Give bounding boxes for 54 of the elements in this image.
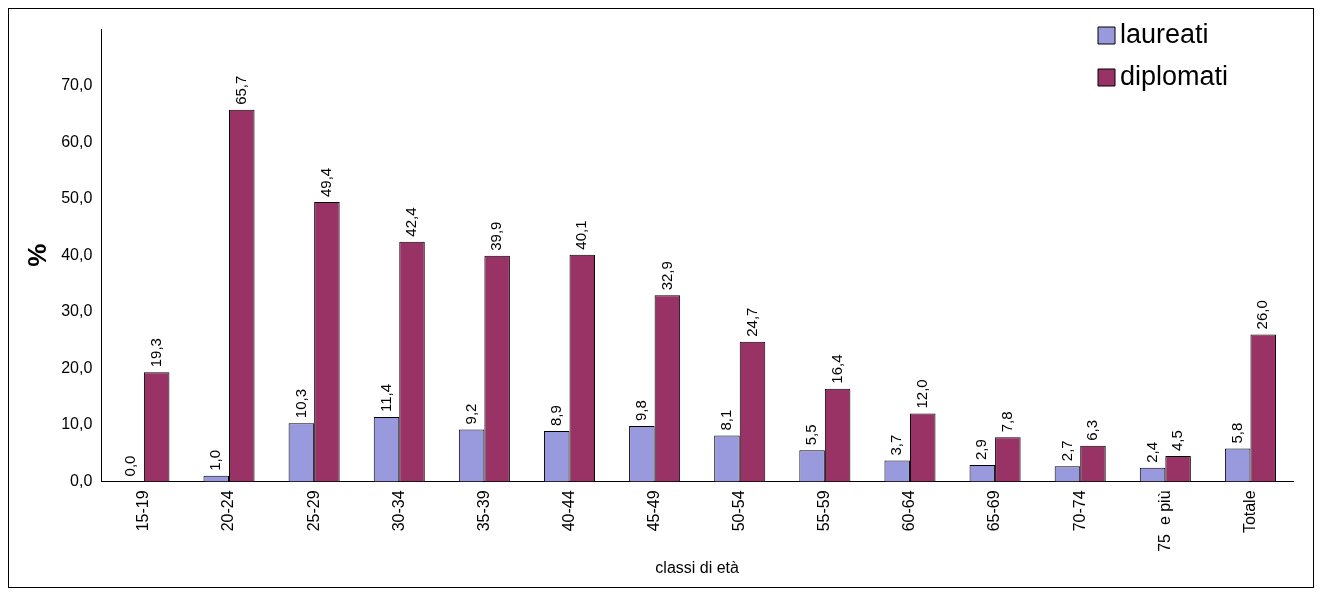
- data-label: 42,4: [402, 207, 420, 237]
- y-tick-label: 20,0: [61, 358, 93, 376]
- x-tick-label: 45-49: [645, 490, 663, 532]
- y-tick-label: 50,0: [61, 189, 93, 207]
- data-label: 9,8: [631, 400, 649, 421]
- y-tick-label: 40,0: [61, 245, 93, 263]
- data-label: 11,4: [376, 383, 394, 412]
- x-tick-label: 40-44: [559, 490, 577, 532]
- x-tick-label: 75 e più: [1155, 490, 1173, 552]
- legend-label: laureati: [1120, 19, 1209, 50]
- data-label: 65,7: [231, 75, 249, 105]
- legend-label: diplomati: [1120, 61, 1229, 92]
- data-label: 2,7: [1057, 440, 1075, 462]
- data-label: 32,9: [657, 261, 675, 291]
- data-label: 5,5: [802, 424, 820, 446]
- data-label: 2,9: [972, 439, 990, 461]
- data-label: 12,0: [912, 379, 930, 409]
- data-label: 10,3: [291, 388, 309, 419]
- y-tick-label: 60,0: [61, 132, 93, 150]
- data-label: 4,5: [1168, 430, 1186, 451]
- data-label: 49,4: [317, 167, 335, 198]
- y-axis-title: %: [21, 243, 52, 267]
- data-label: 2,4: [1142, 441, 1160, 463]
- y-tick-label: 10,0: [61, 415, 93, 433]
- x-tick-label: Totale: [1240, 490, 1258, 534]
- data-label: 26,0: [1253, 300, 1271, 330]
- x-tick-label: 50-54: [730, 490, 748, 532]
- x-axis-title: classi di età: [655, 558, 740, 576]
- data-label: 5,8: [1227, 422, 1245, 444]
- y-tick-label: 70,0: [61, 75, 93, 93]
- x-tick-label: 20-24: [219, 490, 237, 532]
- x-tick-label: 55-59: [815, 490, 833, 532]
- x-tick-label: 15-19: [134, 490, 152, 532]
- data-label: 9,2: [461, 403, 479, 425]
- y-tick-label: 30,0: [61, 302, 93, 320]
- data-label: 16,4: [827, 354, 845, 384]
- data-label: 8,1: [717, 409, 735, 431]
- data-label: 19,3: [146, 338, 164, 368]
- x-tick-label: 25-29: [304, 490, 322, 532]
- x-tick-label: 60-64: [900, 490, 918, 532]
- data-label: 39,9: [487, 221, 505, 251]
- data-label: 3,7: [887, 434, 905, 456]
- data-label: 0,0: [121, 455, 139, 477]
- data-label: 1,0: [206, 449, 224, 471]
- data-label: 24,7: [742, 307, 760, 337]
- x-tick-label: 65-69: [985, 490, 1003, 532]
- data-label: 7,8: [997, 411, 1015, 433]
- x-tick-label: 35-39: [474, 490, 492, 532]
- y-tick-label: 0,0: [70, 471, 93, 489]
- data-label: 40,1: [572, 220, 590, 250]
- data-label: 6,3: [1083, 419, 1101, 441]
- data-label: 8,9: [546, 405, 564, 427]
- x-tick-label: 30-34: [389, 490, 407, 532]
- x-tick-label: 70-74: [1070, 490, 1088, 532]
